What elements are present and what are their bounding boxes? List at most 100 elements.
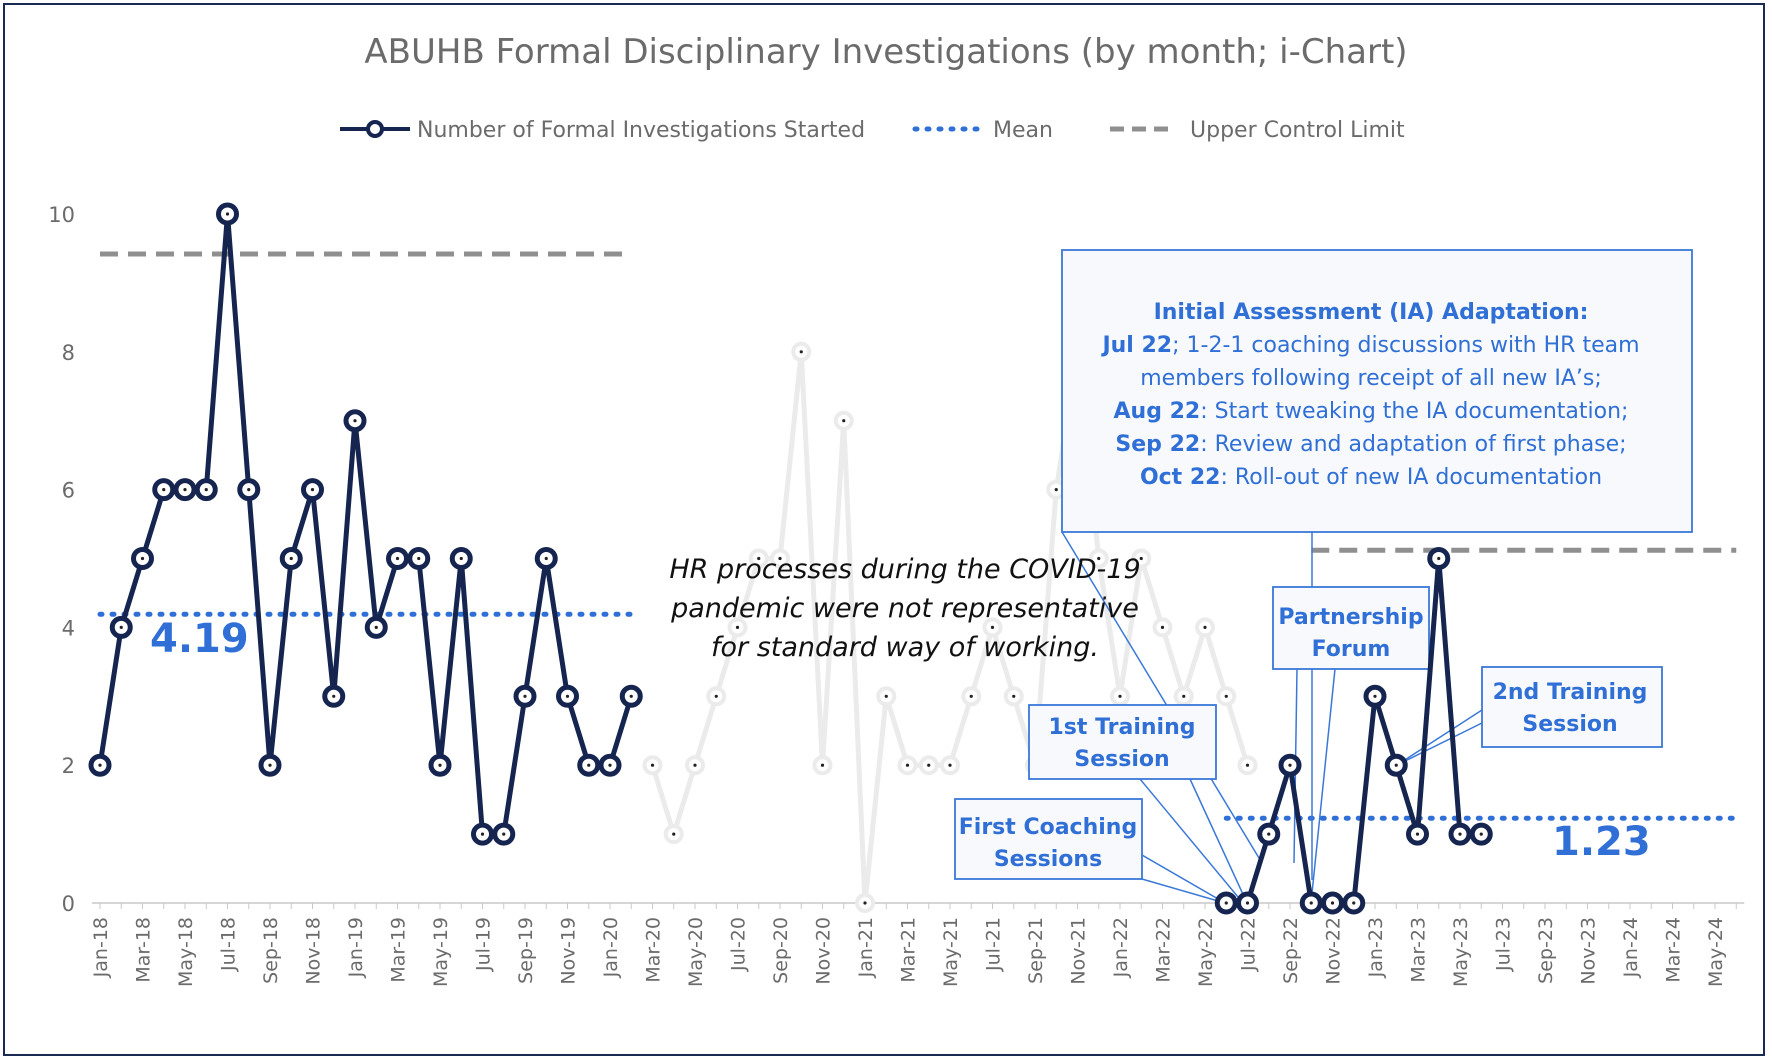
x-tick-label: Sep-20	[770, 917, 792, 984]
x-tick-label: Jan-18	[90, 917, 112, 978]
post-series-point-center	[1352, 901, 1356, 905]
partnership-label-1: Partnership	[1278, 605, 1423, 630]
main-series	[88, 202, 1493, 915]
pre-series-point-center	[310, 488, 315, 492]
partnership-callout-pointer-1	[1310, 668, 1336, 904]
covid-series-point-center	[1182, 694, 1186, 698]
pre-series-point-center	[162, 488, 166, 492]
second-training-label-2: Session	[1522, 712, 1617, 737]
pre-series-point-center	[502, 832, 506, 836]
x-tick-label: Jan-23	[1365, 917, 1387, 978]
x-tick-label: Jul-18	[218, 917, 240, 972]
covid-series-point-center	[948, 763, 952, 767]
x-tick-label: May-18	[175, 917, 197, 987]
covid-series-point-center	[1224, 694, 1228, 698]
pre-series-point-center	[204, 488, 208, 492]
chart-svg: ABUHB Formal Disciplinary Investigations…	[48, 32, 1745, 987]
covid-series-point-center	[778, 556, 782, 561]
x-tick-label: Mar-18	[133, 917, 155, 983]
second-training-callout-pointer-2	[1396, 709, 1483, 766]
first-coaching-callout-box	[954, 798, 1143, 880]
ia-callout-pointer-1	[1061, 531, 1263, 864]
covid-series-point-center	[905, 763, 910, 767]
covid-series-point-center	[693, 763, 697, 767]
covid-series-point-center	[799, 350, 803, 354]
second-training-label-1: 2nd Training	[1493, 680, 1648, 705]
x-tick-label: Sep-19	[515, 917, 537, 984]
covid-series-point-center	[1160, 625, 1165, 630]
covid-series-point-center	[1012, 694, 1016, 698]
first-coaching-label-2: Sessions	[994, 847, 1102, 872]
partnership-label-2: Forum	[1312, 637, 1391, 662]
post-series-point-center	[1458, 832, 1462, 836]
chart-title: ABUHB Formal Disciplinary Investigations…	[364, 32, 1407, 72]
x-tick-label: Sep-23	[1535, 917, 1557, 984]
covid-series-point-center	[842, 419, 846, 423]
pre-series-point-center	[459, 556, 463, 561]
ia-line-5-text: : Roll-out of new IA documentation	[1220, 465, 1602, 490]
first-coaching-callout-pointer-2	[1141, 854, 1226, 904]
covid-series-point-center	[1203, 625, 1207, 630]
post-series-point-center	[1224, 901, 1228, 905]
pre-series-point-center	[395, 556, 400, 561]
chart-frame: ABUHB Formal Disciplinary Investigations…	[3, 3, 1765, 1056]
post-series-point-center	[1373, 694, 1377, 698]
covid-note-line-2: pandemic were not representative	[670, 593, 1139, 624]
legend-mean-label: Mean	[993, 118, 1053, 143]
covid-series-point-center	[672, 832, 676, 836]
x-tick-label: May-24	[1705, 917, 1727, 987]
covid-note-line-3: for standard way of working.	[711, 632, 1099, 663]
y-tick-label: 10	[48, 203, 75, 227]
x-tick-label: Jan-20	[600, 917, 622, 978]
pre-series-point-center	[587, 763, 591, 767]
pre-series-point-center	[289, 556, 293, 561]
post-series-point-center	[1479, 832, 1483, 836]
second-training-callout-box	[1481, 666, 1663, 748]
pre-series-point-center	[268, 763, 272, 767]
first-coaching-callout-pointer-1	[1141, 878, 1226, 904]
x-tick-label: May-19	[430, 917, 452, 987]
legend-series-marker	[366, 120, 384, 138]
pre-series-point-center	[332, 694, 336, 698]
pre-series-point-center	[119, 625, 123, 630]
x-tick-label: Sep-18	[260, 917, 282, 984]
x-tick-label: Jan-21	[855, 917, 877, 978]
ia-box-line-1: Jul 22; 1-2-1 coaching discussions with …	[1100, 333, 1639, 358]
first-coaching-label-1: First Coaching	[959, 815, 1137, 840]
covid-note-line-1: HR processes during the COVID-19	[669, 554, 1140, 585]
first-training-label-2: Session	[1074, 747, 1169, 772]
post-series-point-center	[1309, 901, 1313, 905]
x-tick-label: Jul-19	[473, 917, 495, 972]
ia-callout-box	[1061, 249, 1693, 533]
pre-series-point-center	[247, 488, 251, 492]
ia-line-3-bold: Aug 22	[1114, 399, 1201, 424]
legend-series-label: Number of Formal Investigations Started	[417, 118, 865, 143]
x-tick-label: Mar-19	[388, 917, 410, 983]
covid-series-point-center	[1118, 694, 1122, 698]
x-tick-label: Mar-23	[1408, 917, 1430, 983]
covid-series-point-center	[1097, 556, 1101, 561]
pre-series-point-center	[565, 694, 570, 698]
x-tick-label: Sep-21	[1025, 917, 1047, 984]
x-tick-label: May-22	[1195, 917, 1217, 987]
covid-series-point-center	[735, 625, 740, 630]
first-training-callout-pointer-2	[1139, 778, 1244, 904]
x-tick-label: Jan-22	[1110, 917, 1132, 978]
covid-series-point-center	[927, 763, 931, 767]
covid-series-point-center	[820, 763, 825, 767]
axes: Jan-18 Mar-18 May-18 Jul-18 Sep-18 Nov-18 Jan-…	[48, 203, 1745, 987]
x-tick-label: Nov-18	[303, 917, 325, 985]
ia-box-line-4: Sep 22: Review and adaptation of first p…	[1115, 432, 1626, 457]
callouts	[954, 249, 1693, 904]
first-training-callout-pointer-1	[1189, 778, 1248, 904]
pre-series-point-center	[225, 212, 230, 216]
mean-pre-label: 4.19	[150, 616, 249, 662]
partnership-callout-box	[1272, 586, 1430, 670]
pre-series-point-center	[98, 763, 102, 767]
covid-series-point-center	[884, 694, 888, 698]
pre-series-point-center	[183, 488, 187, 492]
ia-line-4-text: : Review and adaptation of first phase;	[1200, 432, 1626, 457]
pre-series-point-center	[438, 763, 442, 767]
covid-series-point-center	[990, 625, 995, 630]
x-tick-label: Mar-20	[643, 917, 665, 983]
